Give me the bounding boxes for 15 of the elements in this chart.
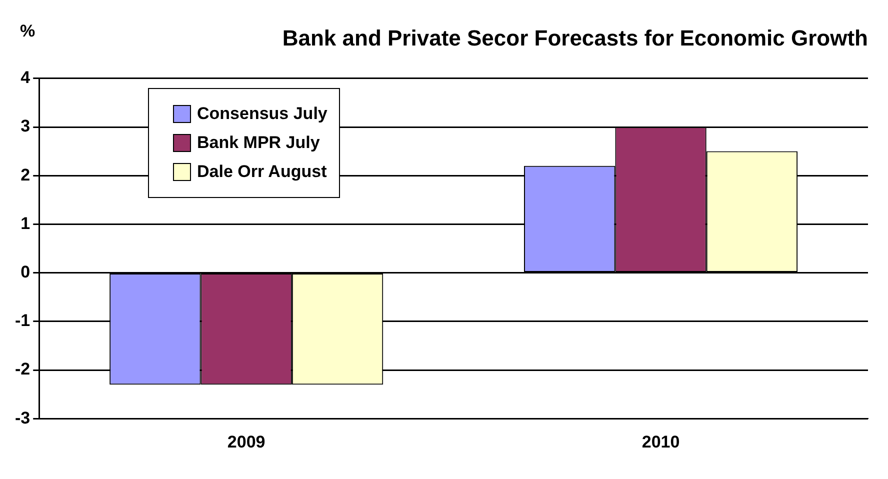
y-tick-label: -2 (14, 360, 30, 379)
chart-title: Bank and Private Secor Forecasts for Economic Growth (282, 25, 868, 50)
legend-label: Dale Orr August (197, 162, 327, 182)
y-tick-label: 4 (20, 68, 31, 88)
x-tick-label: 2009 (227, 432, 266, 452)
y-tick-label: 2 (20, 165, 30, 184)
legend-label: Bank MPR July (197, 133, 320, 153)
x-tick-label: 2010 (642, 432, 680, 452)
y-tick-label: -3 (14, 408, 30, 428)
y-tick-label: -1 (14, 311, 30, 330)
y-tick-label: 3 (20, 116, 30, 136)
y-tick-label: 0 (20, 262, 30, 282)
y-axis-title: % (20, 22, 36, 41)
legend-label: Consensus July (197, 104, 328, 124)
y-tick-label: 1 (20, 214, 30, 233)
